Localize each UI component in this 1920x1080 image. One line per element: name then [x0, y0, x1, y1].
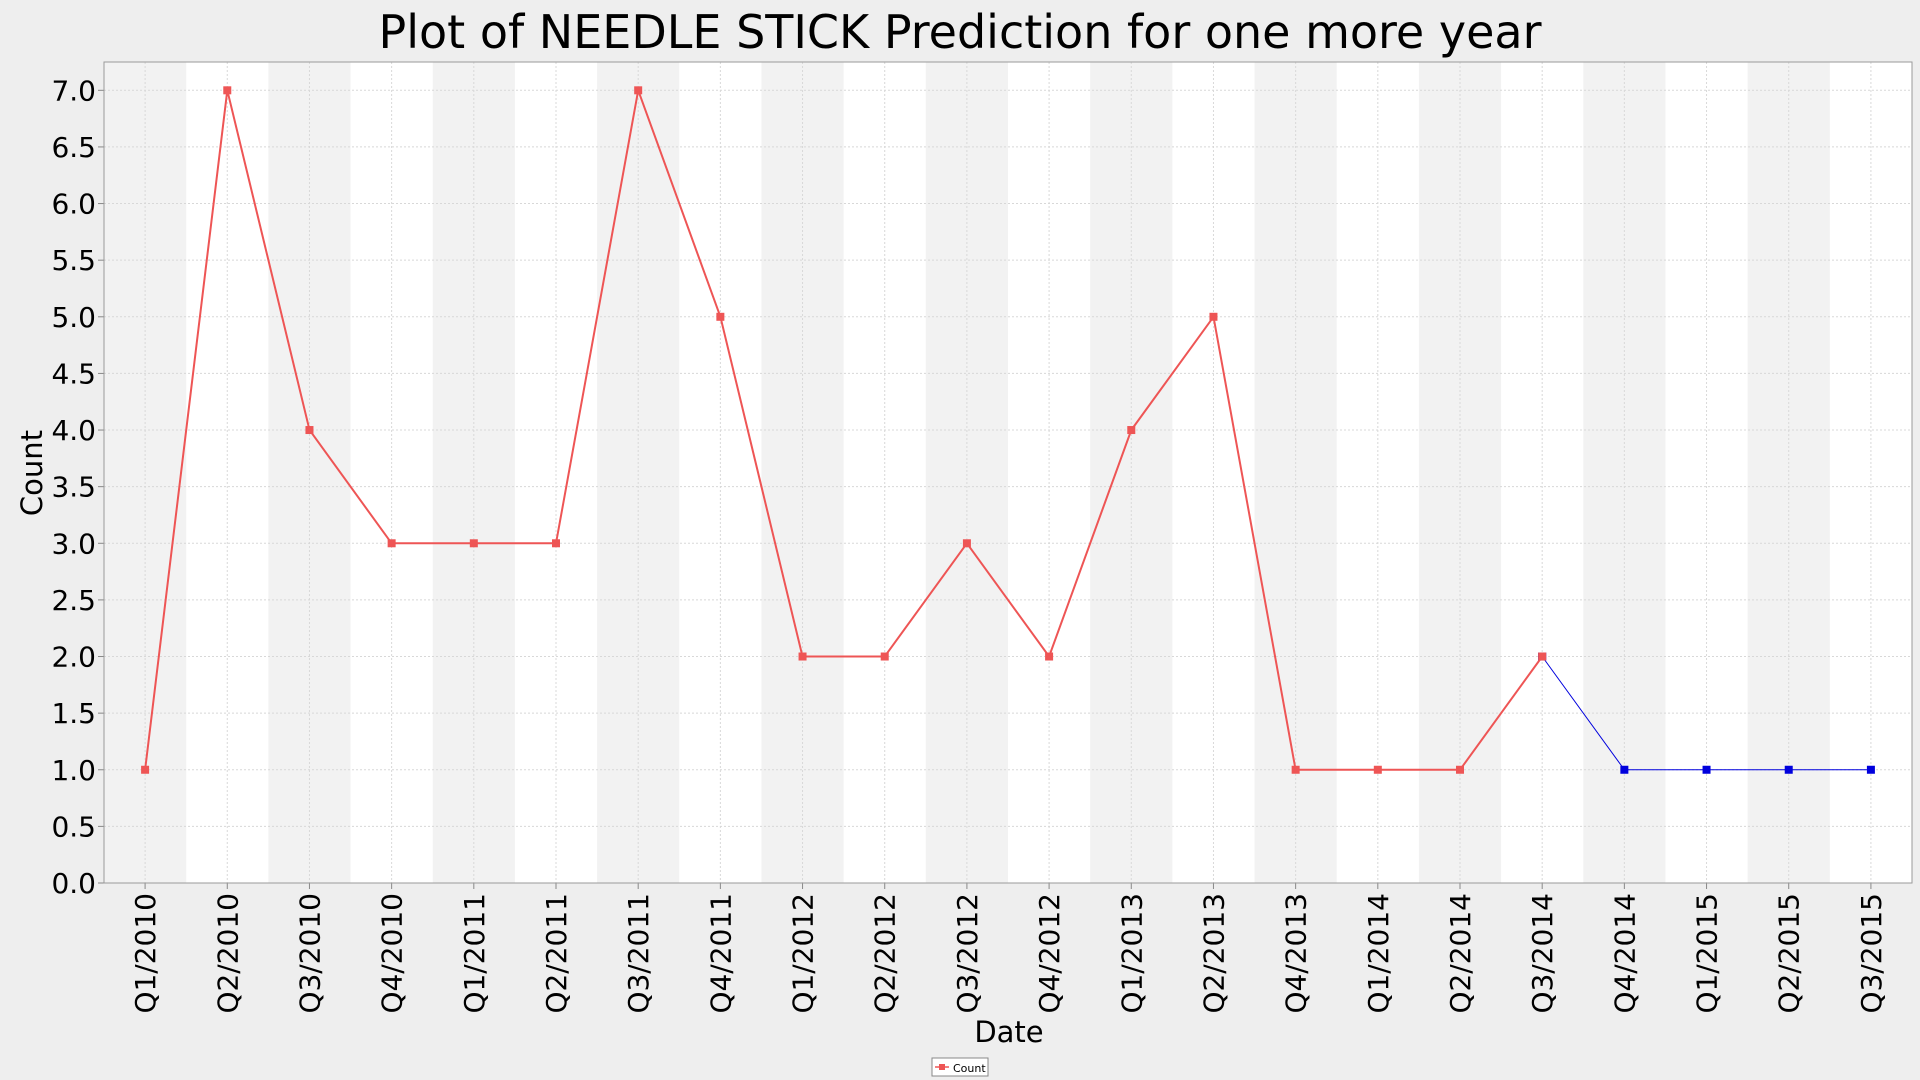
x-tick-label: Q2/2012 — [869, 893, 902, 1014]
y-tick-label: 5.0 — [51, 301, 96, 334]
y-tick-label: 1.0 — [51, 754, 96, 787]
y-tick-label: 6.0 — [51, 188, 96, 221]
y-tick-label: 6.5 — [51, 131, 96, 164]
data-point — [1538, 653, 1546, 661]
x-tick-label: Q2/2015 — [1773, 893, 1806, 1014]
y-tick-label: 2.0 — [51, 641, 96, 674]
x-tick-label: Q4/2012 — [1033, 893, 1066, 1014]
legend-label-count: Count — [953, 1062, 986, 1075]
legend-marker-count — [939, 1064, 945, 1070]
x-tick-label: Q4/2011 — [704, 893, 737, 1014]
x-tick-label: Q2/2013 — [1197, 893, 1230, 1014]
x-tick-label: Q3/2014 — [1526, 893, 1559, 1014]
data-point — [1209, 313, 1217, 321]
y-tick-label: 3.0 — [51, 527, 96, 560]
y-tick-label: 2.5 — [51, 584, 96, 617]
x-tick-label: Q1/2012 — [787, 893, 820, 1014]
x-tick-label: Q2/2014 — [1444, 893, 1477, 1014]
data-point — [1127, 426, 1135, 434]
chart-title: Plot of NEEDLE STICK Prediction for one … — [379, 5, 1542, 59]
x-tick-label: Q4/2013 — [1280, 893, 1313, 1014]
data-point — [305, 426, 313, 434]
plot-area: 0.0 0.5 1.0 1.5 2.0 2.5 3.0 3.5 4.0 4.5 5.0 5.5 6.0 6… — [51, 62, 1912, 1014]
x-axis-label: Date — [974, 1015, 1043, 1049]
x-tick-label: Q4/2014 — [1608, 893, 1641, 1014]
x-tick-label: Q3/2012 — [951, 893, 984, 1014]
data-point — [1292, 766, 1300, 774]
x-tick-label: Q1/2011 — [458, 893, 491, 1014]
y-tick-label: 4.0 — [51, 414, 96, 447]
x-tick-label: Q3/2015 — [1855, 893, 1888, 1014]
data-point — [1620, 766, 1628, 774]
y-tick-label: 7.0 — [51, 74, 96, 107]
data-point — [1785, 766, 1793, 774]
y-tick-label: 0.5 — [51, 810, 96, 843]
data-point — [388, 539, 396, 547]
data-point — [1374, 766, 1382, 774]
y-tick-label: 0.0 — [51, 867, 96, 900]
x-tick-label: Q2/2011 — [540, 893, 573, 1014]
x-tick-label: Q1/2014 — [1362, 893, 1395, 1014]
x-tick-label: Q3/2010 — [293, 893, 326, 1014]
y-tick-label: 3.5 — [51, 471, 96, 504]
data-point — [1456, 766, 1464, 774]
data-point — [552, 539, 560, 547]
data-point — [1867, 766, 1875, 774]
data-point — [716, 313, 724, 321]
legend: Count — [932, 1058, 988, 1076]
data-point — [141, 766, 149, 774]
x-tick-label: Q3/2011 — [622, 893, 655, 1014]
y-tick-label: 4.5 — [51, 357, 96, 390]
data-point — [1045, 653, 1053, 661]
data-point — [1703, 766, 1711, 774]
data-point — [223, 86, 231, 94]
data-point — [881, 653, 889, 661]
x-tick-label: Q2/2010 — [211, 893, 244, 1014]
x-tick-label: Q1/2010 — [129, 893, 162, 1014]
x-tick-label: Q1/2013 — [1115, 893, 1148, 1014]
x-tick-label: Q1/2015 — [1691, 893, 1724, 1014]
x-tick-label: Q4/2010 — [376, 893, 409, 1014]
y-tick-label: 1.5 — [51, 697, 96, 730]
data-point — [634, 86, 642, 94]
data-point — [963, 539, 971, 547]
y-tick-label: 5.5 — [51, 244, 96, 277]
y-axis-label: Count — [15, 430, 49, 516]
data-point — [799, 653, 807, 661]
data-point — [470, 539, 478, 547]
